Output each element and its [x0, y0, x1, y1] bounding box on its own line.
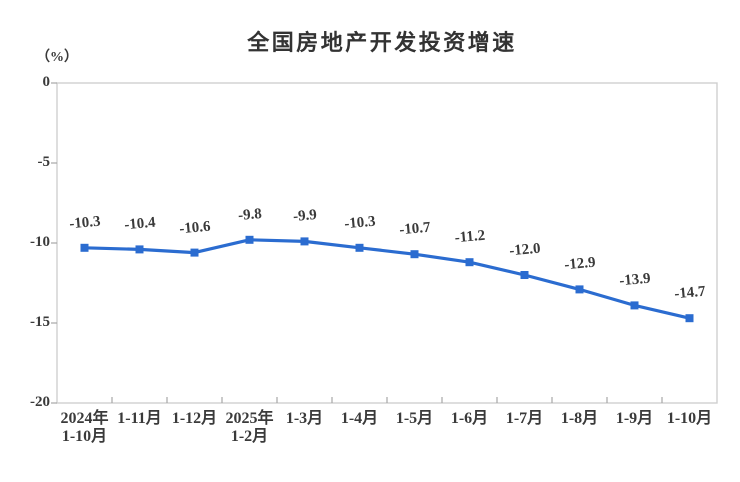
- data-point-marker: [410, 250, 419, 259]
- x-axis-tick-label: 1-3月: [285, 410, 324, 427]
- x-axis-tick-label: 1-11月: [117, 410, 162, 427]
- y-axis-tick-label: 0: [42, 74, 51, 90]
- x-axis-tick-label: 1-8月: [560, 410, 599, 427]
- y-axis-unit-label: （%）: [36, 50, 78, 65]
- data-point-marker: [190, 248, 199, 257]
- chart-title: 全国房地产开发投资增速: [247, 30, 517, 55]
- data-point-marker: [80, 243, 89, 252]
- x-axis-tick-label: 2025年 1-2月: [225, 410, 274, 445]
- data-point-marker: [630, 301, 639, 310]
- x-axis-tick-label: 1-5月: [395, 410, 434, 427]
- data-point-marker: [355, 243, 364, 252]
- data-point-marker: [135, 245, 144, 254]
- data-point-marker: [685, 314, 694, 323]
- series-line: [82, 238, 692, 320]
- data-point-marker: [245, 235, 254, 244]
- x-axis-tick-label: 1-9月: [615, 410, 654, 427]
- data-point-marker: [300, 237, 309, 246]
- x-axis-tick-label: 1-7月: [505, 410, 544, 427]
- x-axis-tick-label: 2024年 1-10月: [60, 410, 109, 445]
- data-point-marker: [465, 258, 474, 267]
- data-point-marker: [520, 271, 529, 279]
- y-axis-tick-label: -20: [30, 394, 50, 410]
- data-point-marker: [575, 285, 584, 294]
- plot-border: [56, 82, 718, 404]
- y-axis-tick-label: -15: [30, 314, 50, 330]
- x-axis-tick-label: 1-10月: [666, 410, 713, 427]
- x-axis-tick-label: 1-6月: [450, 410, 489, 427]
- y-axis-tick-label: -5: [37, 154, 51, 170]
- y-axis-tick-label: -10: [30, 234, 50, 250]
- x-axis-tick-label: 1-12月: [171, 410, 218, 427]
- x-axis-tick-label: 1-4月: [340, 410, 379, 427]
